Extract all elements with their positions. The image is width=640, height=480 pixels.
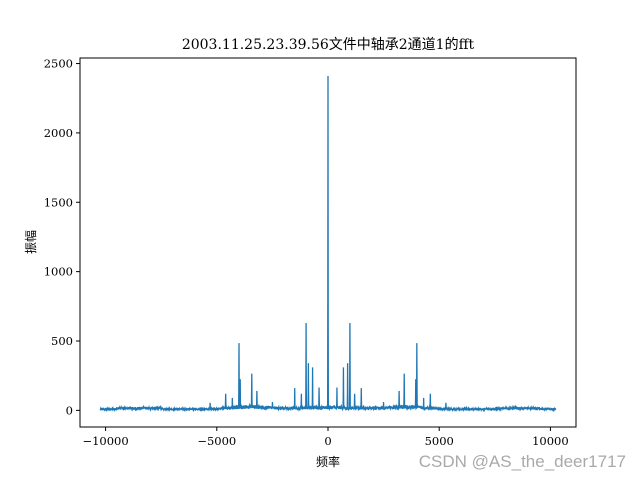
x-tick-label: −10000 (82, 434, 128, 448)
x-tick-label: 0 (324, 434, 331, 448)
y-axis: 0 500 1000 1500 2000 2500 (44, 57, 80, 417)
y-tick-label: 1500 (44, 195, 73, 209)
x-axis: −10000 −5000 0 5000 10000 (82, 427, 569, 448)
chart-title: 2003.11.25.23.39.56文件中轴承2通道1的fft (182, 37, 475, 53)
x-tick-label: 10000 (532, 434, 569, 448)
fft-series-line (99, 76, 557, 413)
x-tick-label: 5000 (425, 434, 454, 448)
y-axis-label: 振幅 (23, 230, 38, 254)
y-tick-label: 2000 (44, 126, 73, 140)
x-tick-label: −5000 (197, 434, 236, 448)
y-tick-label: 0 (66, 403, 73, 417)
y-tick-label: 1000 (44, 265, 73, 279)
y-tick-label: 2500 (44, 57, 73, 71)
watermark: CSDN @AS_the_deer1717 (418, 452, 626, 471)
plot-area (99, 76, 557, 413)
y-tick-label: 500 (51, 334, 73, 348)
x-axis-label: 频率 (316, 454, 340, 469)
